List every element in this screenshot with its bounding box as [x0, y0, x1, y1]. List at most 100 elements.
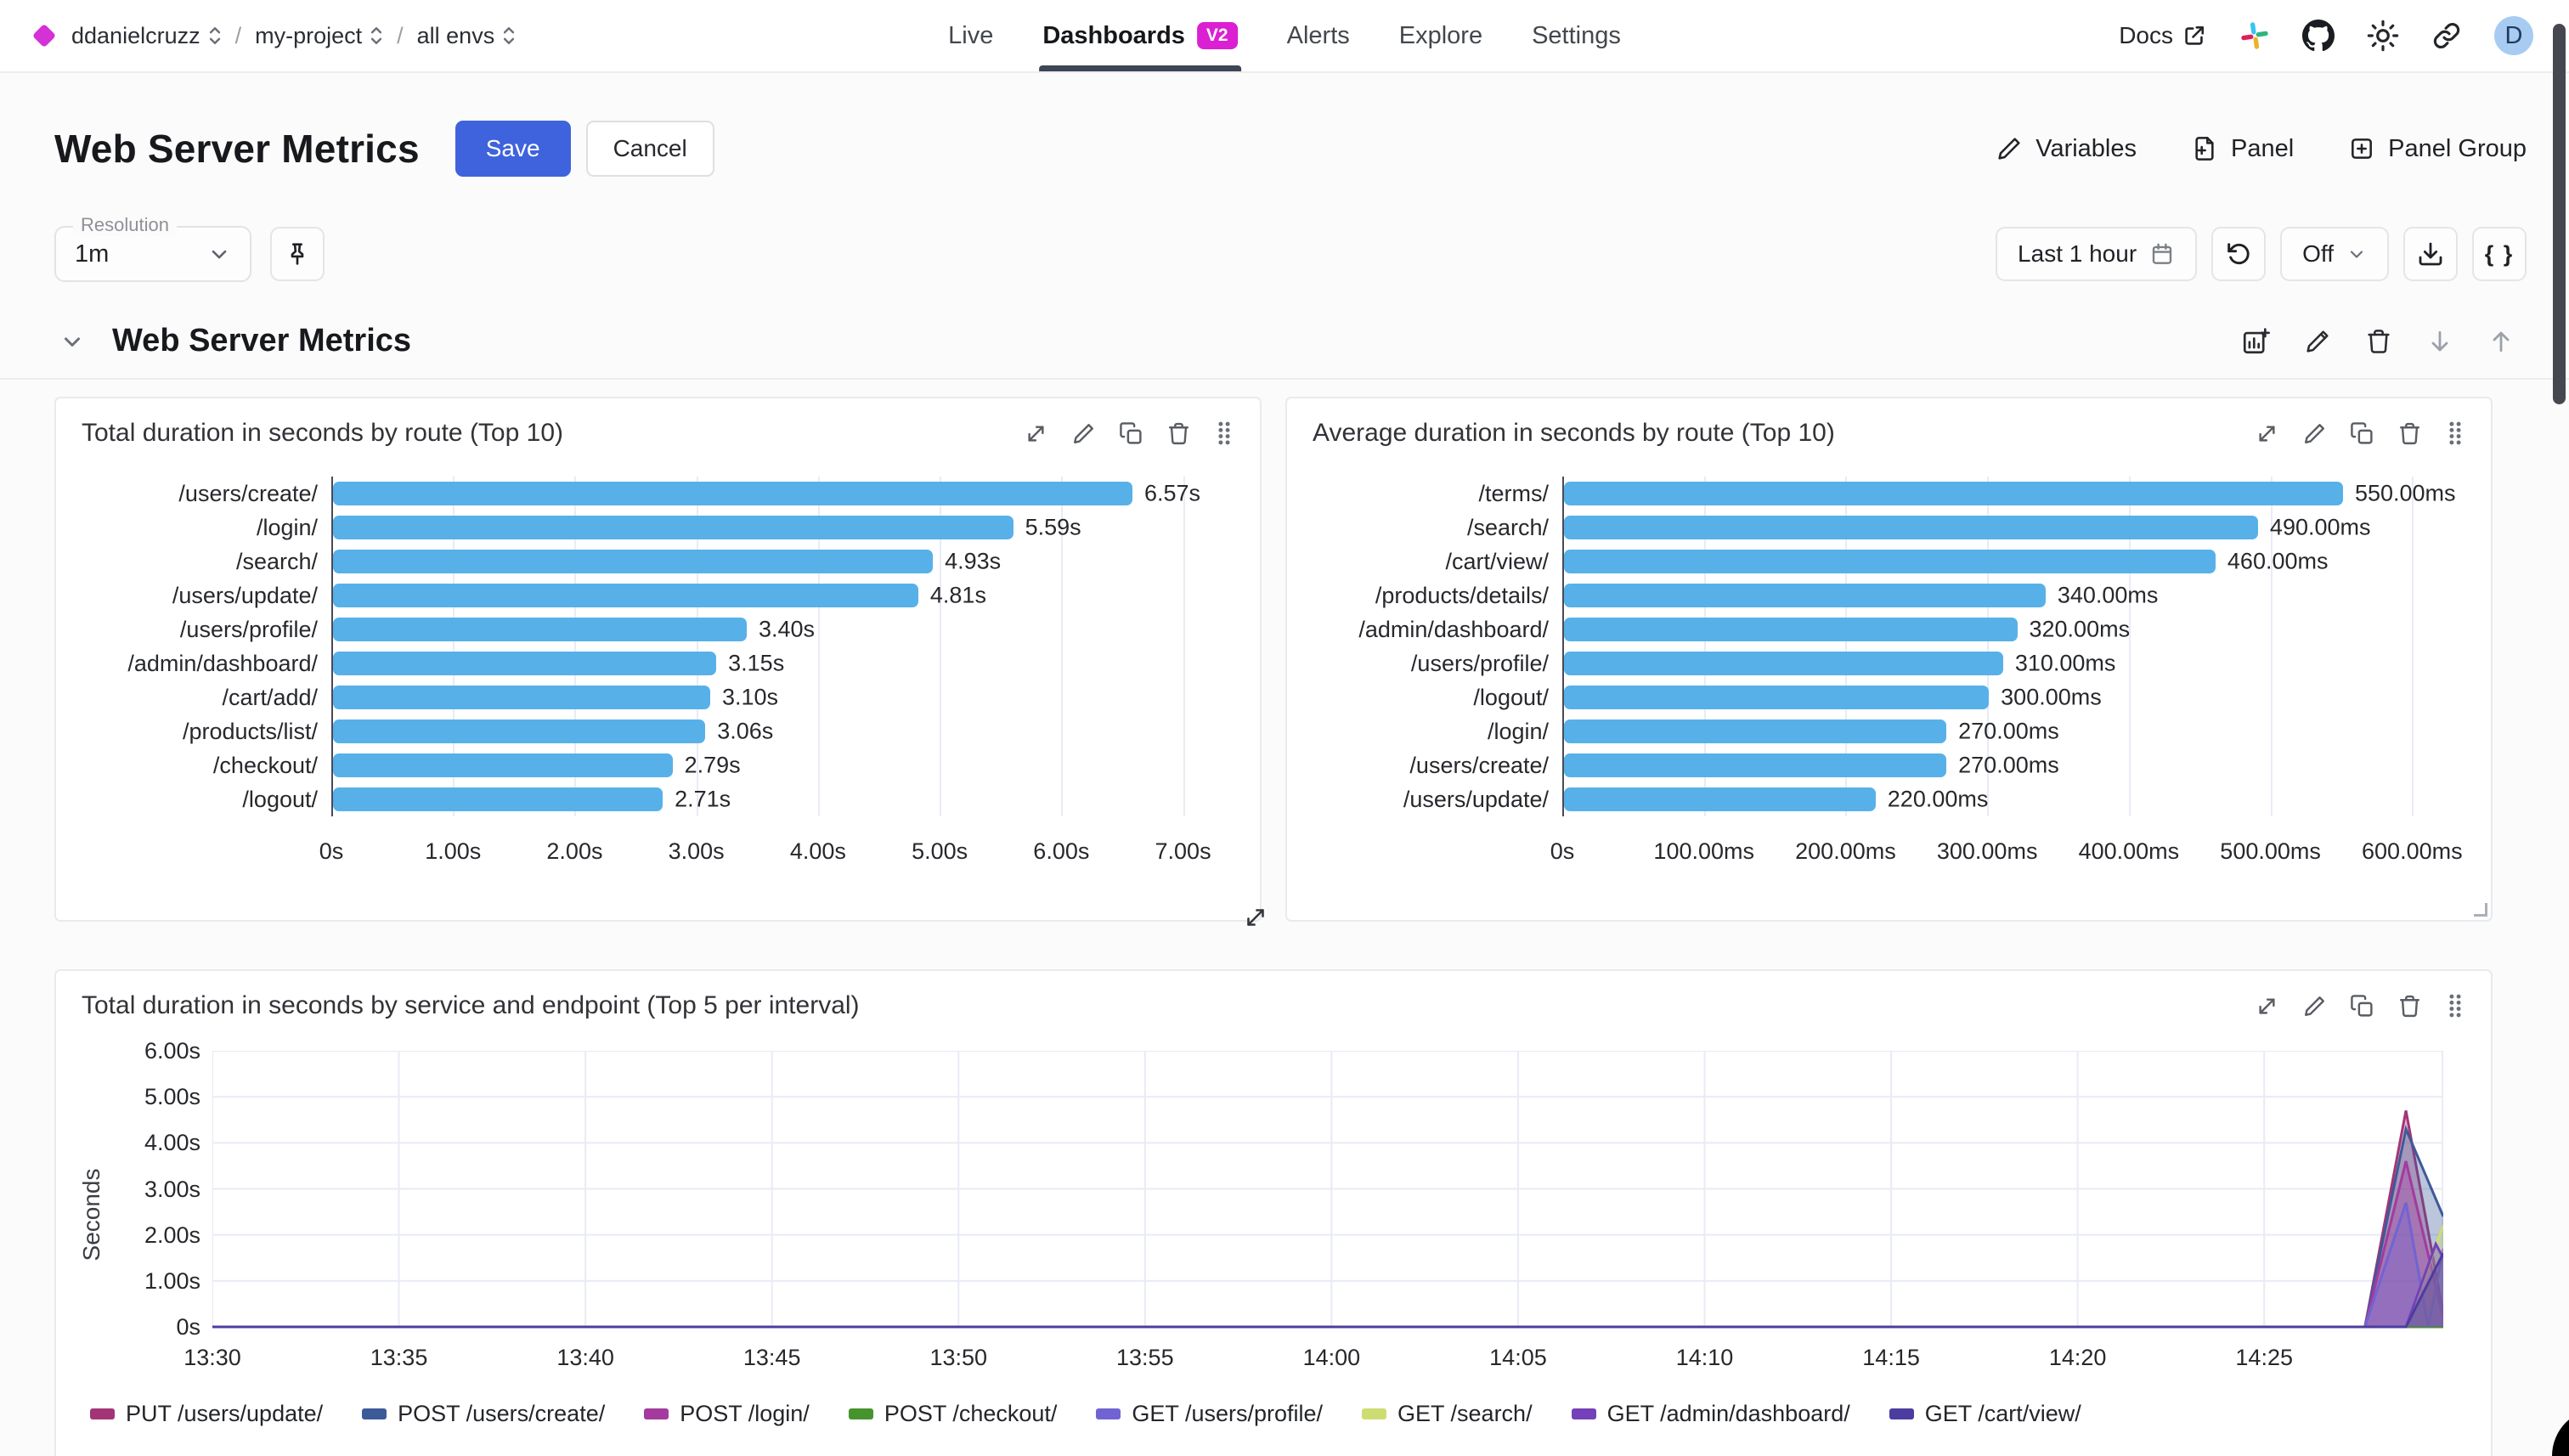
refresh-button[interactable]: [2211, 227, 2267, 281]
expand-panel-icon[interactable]: [1024, 421, 1048, 446]
legend-item[interactable]: POST /login/: [644, 1401, 810, 1427]
auto-refresh-select[interactable]: Off: [2280, 227, 2389, 281]
delete-panel-icon[interactable]: [2397, 421, 2422, 446]
expand-panel-icon[interactable]: [2255, 994, 2279, 1019]
edit-section-icon[interactable]: [2304, 328, 2331, 355]
x-tick: 13:35: [370, 1345, 428, 1370]
breadcrumb-item-ddanielcruzz[interactable]: ddanielcruzz: [71, 23, 222, 49]
bar[interactable]: [1564, 686, 1990, 709]
breadcrumb-item-my-project[interactable]: my-project: [255, 23, 383, 49]
drag-handle-icon[interactable]: [2445, 993, 2465, 1019]
time-range-value: Last 1 hour: [2018, 240, 2137, 267]
legend-item[interactable]: POST /users/create/: [362, 1401, 605, 1427]
edit-panel-icon[interactable]: [1071, 421, 1096, 446]
category-label: /terms/: [1478, 480, 1549, 506]
pin-resolution-button[interactable]: [270, 227, 325, 281]
move-section-up-icon[interactable]: [2487, 328, 2515, 355]
copy-panel-icon[interactable]: [2350, 421, 2374, 446]
json-view-button[interactable]: { }: [2472, 227, 2527, 281]
move-section-down-icon[interactable]: [2426, 328, 2453, 355]
chevron-down-icon: [2350, 251, 2363, 258]
x-tick: 200.00ms: [1795, 838, 1896, 864]
bar[interactable]: [1564, 618, 2018, 641]
breadcrumb-item-all-envs[interactable]: all envs: [417, 23, 517, 49]
bar[interactable]: [1564, 720, 1947, 743]
drag-handle-icon[interactable]: [2445, 420, 2465, 446]
bar[interactable]: [333, 550, 934, 573]
legend-item[interactable]: GET /admin/dashboard/: [1571, 1401, 1850, 1427]
copy-panel-icon[interactable]: [2350, 994, 2374, 1019]
x-tick: 0s: [1550, 838, 1575, 864]
share-link-icon[interactable]: [2431, 20, 2462, 51]
add-panel-group-button[interactable]: Panel Group: [2348, 135, 2527, 163]
legend-item[interactable]: GET /cart/view/: [1889, 1401, 2081, 1427]
resolution-select[interactable]: Resolution 1m: [54, 214, 251, 282]
category-label: /users/profile/: [179, 616, 318, 642]
bar[interactable]: [333, 584, 918, 607]
delete-panel-icon[interactable]: [2397, 994, 2422, 1019]
slack-icon[interactable]: [2239, 20, 2270, 51]
v2-badge: V2: [1196, 22, 1238, 49]
add-chart-icon[interactable]: [2241, 327, 2270, 356]
theme-sun-icon[interactable]: [2367, 20, 2399, 52]
variables-button[interactable]: Variables: [1996, 135, 2137, 163]
collapse-chevron-icon[interactable]: [59, 329, 85, 354]
value-label: 270.00ms: [1958, 752, 2059, 778]
bar[interactable]: [333, 516, 1013, 539]
cancel-button[interactable]: Cancel: [585, 121, 714, 177]
bar[interactable]: [1564, 787, 1876, 811]
resize-handle-icon[interactable]: [1241, 903, 1270, 932]
legend-label: GET /users/profile/: [1132, 1401, 1324, 1426]
bar[interactable]: [333, 720, 706, 743]
bar[interactable]: [333, 686, 710, 709]
bar-track: 2.79s: [331, 748, 1238, 782]
bar[interactable]: [1564, 584, 2046, 607]
bar[interactable]: [1564, 753, 1947, 777]
delete-panel-icon[interactable]: [1166, 421, 1191, 446]
expand-panel-icon[interactable]: [2255, 421, 2279, 446]
save-button[interactable]: Save: [455, 121, 571, 177]
edit-panel-icon[interactable]: [2302, 994, 2327, 1019]
legend-item[interactable]: GET /search/: [1362, 1401, 1533, 1427]
drag-handle-icon[interactable]: [1214, 420, 1234, 446]
gridlines: [331, 477, 1238, 816]
x-tick: 0s: [319, 838, 344, 864]
bar[interactable]: [333, 787, 663, 811]
value-label: 3.06s: [717, 718, 774, 744]
bar[interactable]: [333, 753, 673, 777]
category-label: /users/update/: [172, 582, 318, 608]
bar[interactable]: [1564, 652, 2003, 675]
download-button[interactable]: [2403, 227, 2458, 281]
docs-link[interactable]: Docs: [2119, 22, 2207, 49]
panel-actions: [2255, 993, 2465, 1019]
avatar[interactable]: D: [2494, 16, 2533, 55]
x-tick: 400.00ms: [2078, 838, 2180, 864]
legend-item[interactable]: GET /users/profile/: [1096, 1401, 1323, 1427]
add-panel-button[interactable]: Panel: [2191, 135, 2294, 163]
tab-explore[interactable]: Explore: [1399, 0, 1482, 71]
category-label: /search/: [235, 548, 318, 574]
time-range-button[interactable]: Last 1 hour: [1996, 227, 2198, 281]
refresh-icon: [2227, 243, 2250, 265]
legend-item[interactable]: PUT /users/update/: [90, 1401, 323, 1427]
github-icon[interactable]: [2302, 20, 2335, 52]
panel-actions: [2255, 420, 2465, 446]
tab-alerts[interactable]: Alerts: [1287, 0, 1350, 71]
edit-panel-icon[interactable]: [2302, 421, 2327, 446]
bar[interactable]: [1564, 482, 2343, 505]
bar[interactable]: [1564, 516, 2258, 539]
scrollbar-thumb[interactable]: [2553, 24, 2566, 404]
delete-section-icon[interactable]: [2365, 328, 2392, 355]
legend-item[interactable]: POST /checkout/: [848, 1401, 1057, 1427]
bar[interactable]: [333, 482, 1132, 505]
tab-live[interactable]: Live: [948, 0, 993, 71]
copy-panel-icon[interactable]: [1119, 421, 1143, 446]
timeseries-plot[interactable]: [212, 1051, 2443, 1329]
tab-settings[interactable]: Settings: [1532, 0, 1621, 71]
bar[interactable]: [333, 618, 747, 641]
tab-dashboards[interactable]: Dashboards V2: [1039, 0, 1241, 71]
resize-corner[interactable]: [2474, 903, 2487, 917]
category-label: /search/: [1466, 514, 1549, 540]
bar[interactable]: [333, 652, 717, 675]
bar[interactable]: [1564, 550, 2216, 573]
